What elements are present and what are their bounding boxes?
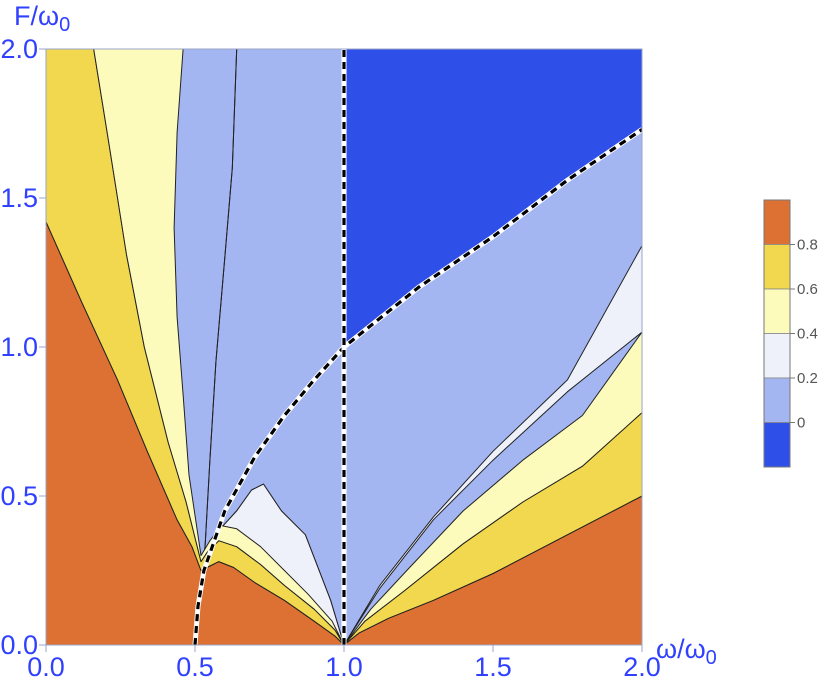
x-tick-label: 1.5 — [474, 652, 512, 682]
legend-swatch — [763, 333, 791, 379]
legend-label: 0 — [797, 415, 805, 432]
legend: 0.8 0.6 0.4 0.2 0 — [763, 199, 818, 468]
legend-swatch — [763, 288, 791, 334]
x-axis-label: ω/ω0 — [656, 634, 717, 669]
y-tick-label: 0.0 — [0, 630, 38, 660]
boundary-curve-0 — [193, 128, 642, 645]
y-axis-label: F/ω0 — [14, 1, 70, 36]
legend-swatch — [763, 377, 791, 423]
contour-region-2 — [140, 49, 345, 645]
legend-label: 0.6 — [797, 281, 818, 298]
y-tick-label: 0.5 — [0, 481, 38, 511]
legend-label: 0.4 — [797, 326, 818, 343]
legend-label: 0.2 — [797, 370, 818, 387]
x-tick-label: 0.0 — [27, 652, 65, 682]
y-tick-label: 2.0 — [0, 34, 38, 64]
y-tick-label: 1.0 — [0, 332, 38, 362]
x-tick-label: 0.5 — [176, 652, 214, 682]
legend-swatch — [763, 422, 791, 468]
y-tick-label: 1.5 — [0, 183, 38, 213]
contour-band-2 — [93, 49, 642, 645]
axes: 0.0 0.5 1.0 1.5 2.0 0.0 0.5 1.0 1.5 2.0 — [0, 34, 660, 682]
legend-swatch — [763, 244, 791, 290]
legend-swatch — [763, 199, 791, 245]
legend-label: 0.8 — [797, 237, 818, 254]
x-tick-label: 1.0 — [325, 652, 363, 682]
plot-area — [46, 49, 642, 645]
x-tick-label: 2.0 — [623, 652, 661, 682]
contour-region-3 — [343, 245, 642, 645]
